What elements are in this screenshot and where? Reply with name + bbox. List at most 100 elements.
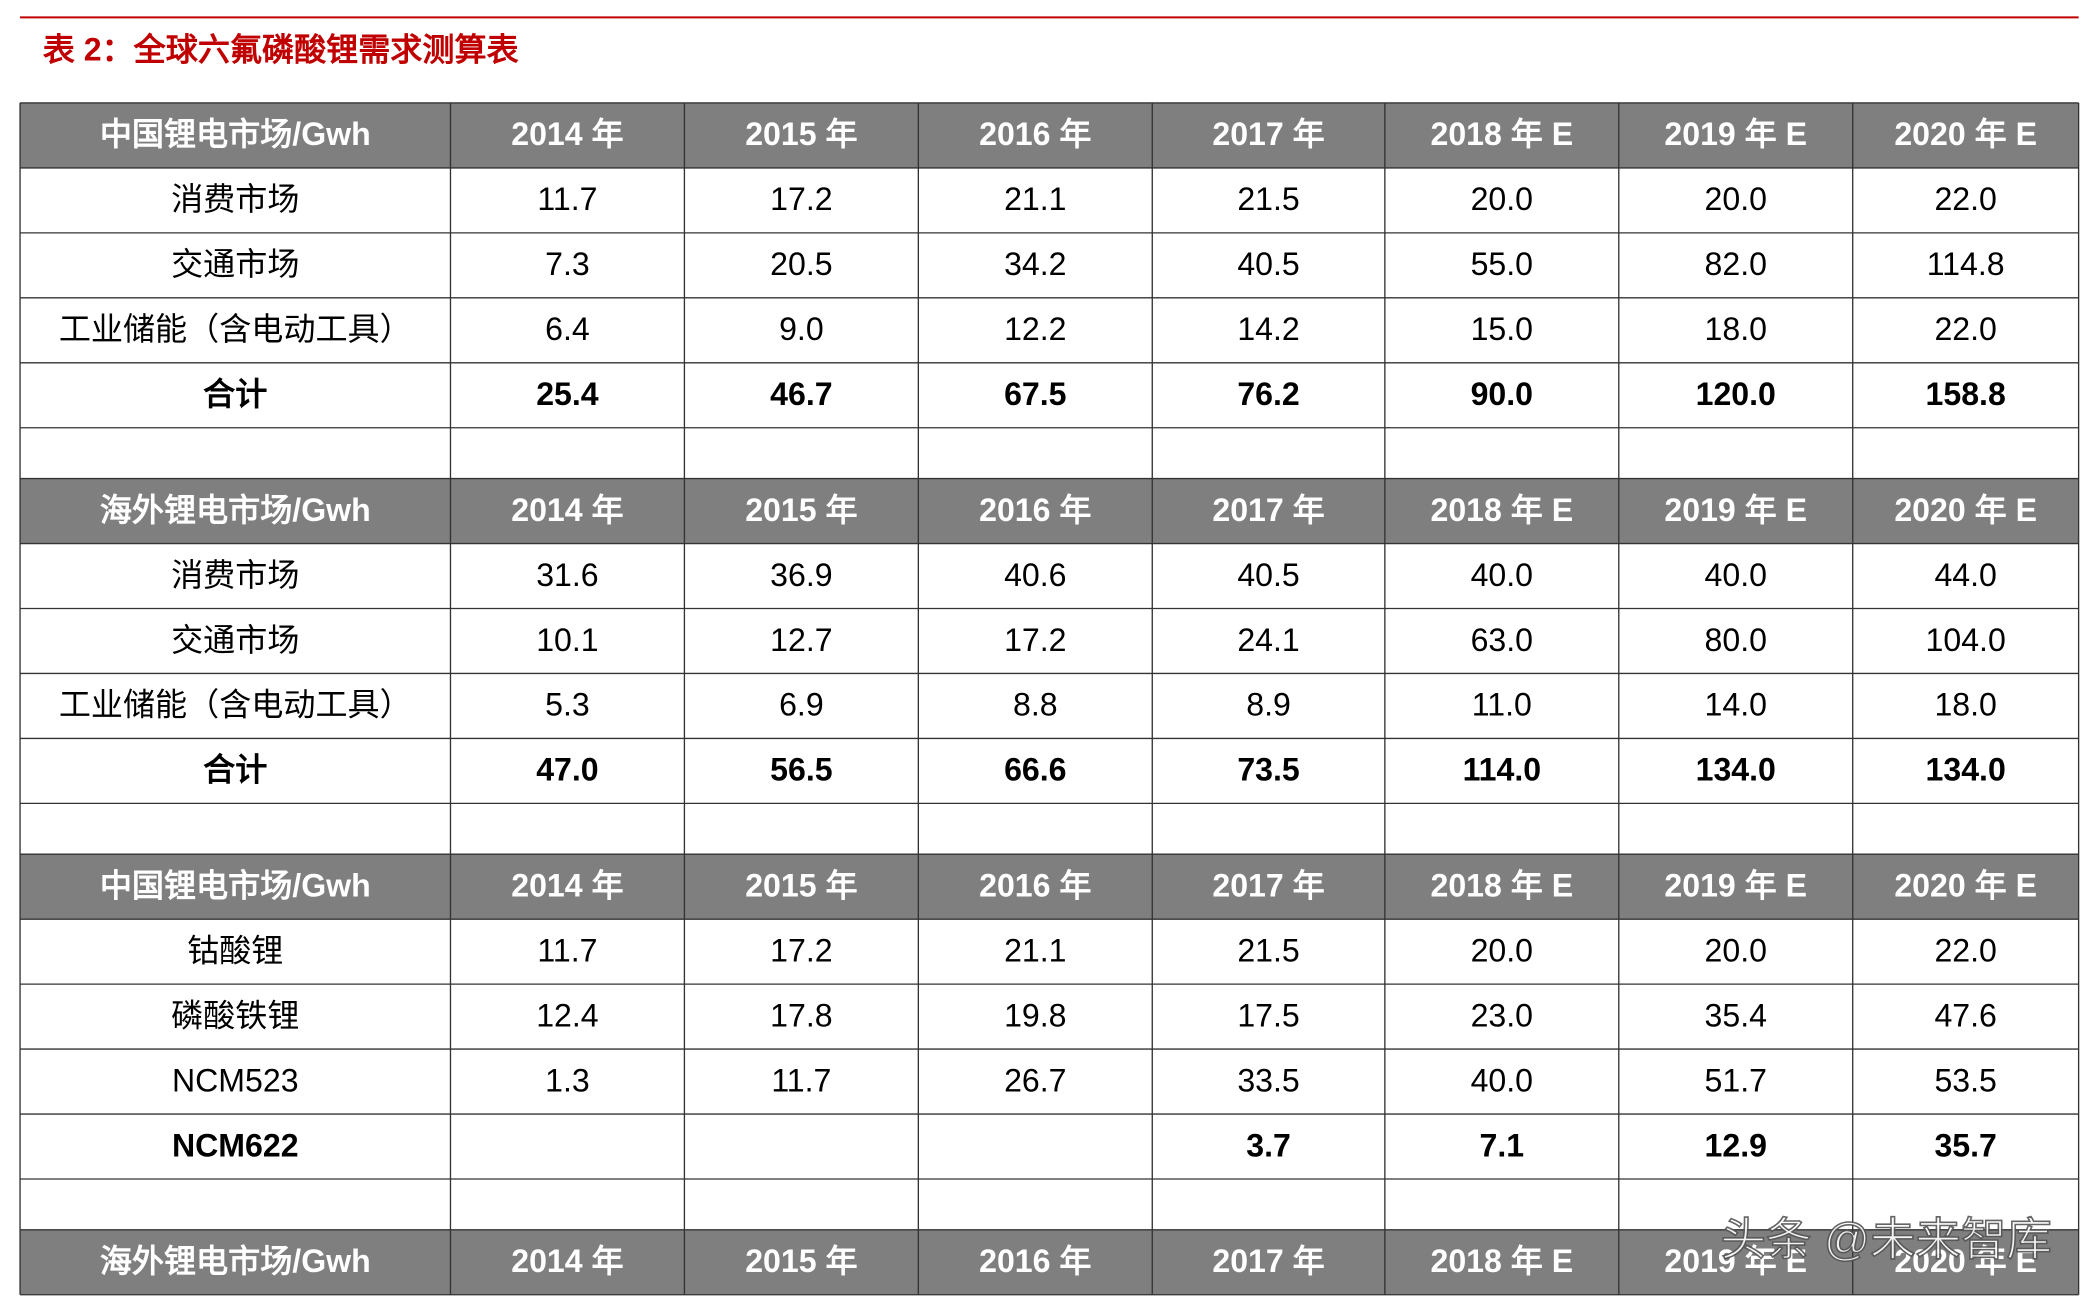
cell: 158.8 xyxy=(1926,376,2006,412)
header-cell: 2016 年 xyxy=(979,867,1091,903)
cell: 8.9 xyxy=(1246,687,1291,723)
cell: 1.3 xyxy=(545,1062,590,1098)
header-cell: 海外锂电市场/Gwh xyxy=(100,1243,371,1279)
cell: 36.9 xyxy=(770,557,832,593)
cell: 120.0 xyxy=(1696,376,1776,412)
cell: 53.5 xyxy=(1934,1062,1996,1098)
header-cell: 2019 年 E xyxy=(1664,1243,1807,1279)
cell: 35.7 xyxy=(1934,1127,1996,1163)
cell: 交通市场 xyxy=(171,622,299,658)
cell: 114.8 xyxy=(1927,246,2005,282)
cell: 20.5 xyxy=(770,246,832,282)
cell: 20.0 xyxy=(1471,181,1533,217)
cell: 40.5 xyxy=(1237,557,1299,593)
cell: 82.0 xyxy=(1705,246,1767,282)
cell: 25.4 xyxy=(536,376,599,412)
cell: 21.5 xyxy=(1237,181,1299,217)
cell: 19.8 xyxy=(1004,997,1066,1033)
header-cell: 2014 年 xyxy=(511,867,623,903)
header-cell: 2018 年 E xyxy=(1430,492,1573,528)
title: 表 2：全球六氟磷酸锂需求测算表 xyxy=(43,32,520,68)
header-cell: 2014 年 xyxy=(511,492,623,528)
cell: 工业储能（含电动工具） xyxy=(59,311,412,347)
cell: 21.1 xyxy=(1004,932,1066,968)
cell: 20.0 xyxy=(1705,932,1767,968)
cell: 76.2 xyxy=(1237,376,1299,412)
cell: 66.6 xyxy=(1004,752,1066,788)
cell: 21.5 xyxy=(1237,932,1299,968)
cell: 17.5 xyxy=(1237,997,1299,1033)
cell: 22.0 xyxy=(1934,311,1996,347)
cell: 23.0 xyxy=(1471,997,1533,1033)
header-cell: 2016 年 xyxy=(979,492,1091,528)
cell: 55.0 xyxy=(1471,246,1533,282)
cell: 31.6 xyxy=(536,557,598,593)
header-cell: 2020 年 E xyxy=(1894,1243,2037,1279)
cell: 钴酸锂 xyxy=(187,932,283,968)
header-cell: 2014 年 xyxy=(511,116,623,152)
cell: 18.0 xyxy=(1934,687,1996,723)
cell: 20.0 xyxy=(1705,181,1767,217)
cell: 14.0 xyxy=(1705,687,1767,723)
header-cell: 中国锂电市场/Gwh xyxy=(100,116,371,152)
cell: 3.7 xyxy=(1246,1127,1291,1163)
header-row xyxy=(20,1229,2079,1295)
cell: 56.5 xyxy=(770,752,832,788)
cell: 12.7 xyxy=(770,622,832,658)
header-cell: 2019 年 E xyxy=(1664,867,1807,903)
cell: 134.0 xyxy=(1696,752,1776,788)
cell: 17.2 xyxy=(1004,622,1066,658)
header-cell: 2018 年 E xyxy=(1430,867,1573,903)
table: 中国锂电市场/Gwh 2014 年 2015 年 2016 年 2017 年 2018 年… xyxy=(19,102,2080,1296)
cell: 17.2 xyxy=(770,181,832,217)
cell: 90.0 xyxy=(1471,376,1533,412)
cell: 26.7 xyxy=(1004,1062,1066,1098)
header-row xyxy=(20,478,2079,544)
cell: 10.1 xyxy=(536,622,598,658)
cell: 8.8 xyxy=(1013,687,1058,723)
header-cell: 2015 年 xyxy=(745,867,857,903)
cell: 7.1 xyxy=(1480,1127,1525,1163)
cell: NCM523 xyxy=(172,1062,299,1098)
cell: 15.0 xyxy=(1471,311,1533,347)
cell: 40.6 xyxy=(1004,557,1066,593)
cell: 11.7 xyxy=(537,181,597,217)
cell: 40.0 xyxy=(1471,557,1533,593)
cell: 合计 xyxy=(203,752,267,788)
header-cell: 海外锂电市场/Gwh xyxy=(100,492,371,528)
watermark: 头条 @未来智库 xyxy=(1721,1214,2052,1265)
header-row xyxy=(20,854,2079,920)
header-cell: 2020 年 E xyxy=(1894,867,2037,903)
cell: 消费市场 xyxy=(171,181,299,217)
cell: 5.3 xyxy=(545,687,590,723)
cell: 22.0 xyxy=(1934,932,1996,968)
header-cell: 2016 年 xyxy=(979,116,1091,152)
cell: 40.0 xyxy=(1705,557,1767,593)
cell: 20.0 xyxy=(1471,932,1533,968)
header-cell: 2017 年 xyxy=(1212,1243,1324,1279)
cell: 22.0 xyxy=(1934,181,1996,217)
header-cell: 2018 年 E xyxy=(1430,116,1573,152)
header-cell: 2014 年 xyxy=(511,1243,623,1279)
header-cell: 2019 年 E xyxy=(1664,492,1807,528)
header-cell: 2015 年 xyxy=(745,116,857,152)
cell: 51.7 xyxy=(1705,1062,1767,1098)
cell: NCM622 xyxy=(172,1127,299,1163)
cell: 11.0 xyxy=(1472,687,1532,723)
cell: 17.2 xyxy=(770,932,832,968)
cell: 47.0 xyxy=(536,752,598,788)
header-cell: 2018 年 E xyxy=(1430,1243,1573,1279)
header-cell: 2020 年 E xyxy=(1894,492,2037,528)
header-cell: 2015 年 xyxy=(745,492,857,528)
cell: 6.4 xyxy=(545,311,590,347)
cell: 40.0 xyxy=(1471,1062,1533,1098)
cell: 工业储能（含电动工具） xyxy=(59,687,412,723)
cell: 114.0 xyxy=(1463,752,1542,788)
cell: 80.0 xyxy=(1705,622,1767,658)
header-cell: 2017 年 xyxy=(1212,867,1324,903)
cell: 33.5 xyxy=(1237,1062,1299,1098)
cell: 消费市场 xyxy=(171,557,299,593)
cell: 6.9 xyxy=(779,687,824,723)
cell: 17.8 xyxy=(770,997,832,1033)
